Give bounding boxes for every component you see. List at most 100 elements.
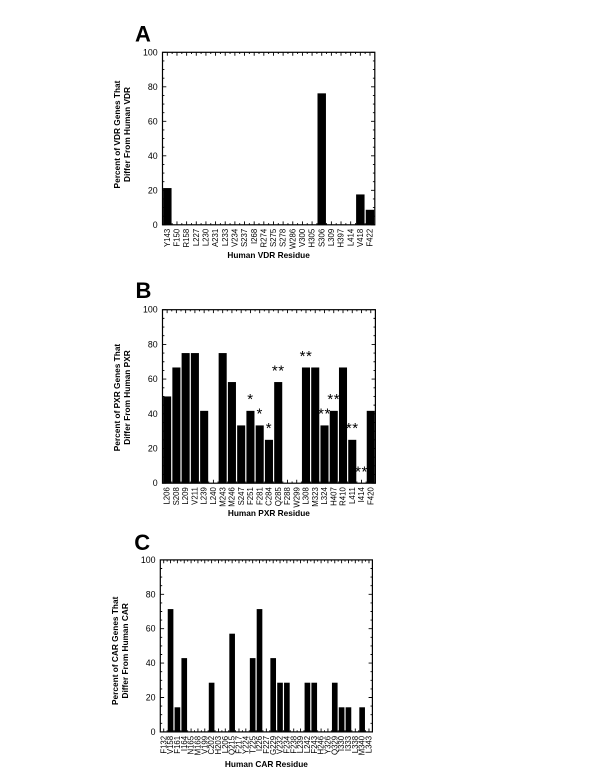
svg-text:I268: I268 (250, 229, 259, 244)
svg-text:60: 60 (148, 116, 158, 126)
svg-text:M246: M246 (228, 487, 237, 507)
svg-text:100: 100 (143, 305, 158, 315)
svg-text:V199: V199 (200, 736, 209, 754)
svg-text:H203: H203 (214, 736, 223, 755)
svg-text:F420: F420 (366, 487, 375, 505)
svg-text:F161: F161 (173, 736, 182, 754)
svg-text:I164: I164 (180, 735, 189, 751)
svg-text:C284: C284 (265, 487, 274, 506)
svg-text:*: * (257, 406, 263, 423)
svg-text:R158: R158 (182, 229, 191, 248)
svg-text:**: ** (327, 391, 340, 408)
svg-text:Y326: Y326 (324, 736, 333, 754)
svg-text:100: 100 (141, 555, 156, 565)
svg-text:Human VDR Residue: Human VDR Residue (227, 250, 310, 260)
svg-text:0: 0 (153, 478, 158, 488)
svg-text:M340: M340 (358, 735, 367, 755)
svg-text:20: 20 (148, 444, 158, 454)
svg-text:*: * (266, 420, 272, 437)
svg-text:F281: F281 (255, 487, 264, 505)
svg-text:Y143: Y143 (163, 229, 172, 247)
svg-text:Q215: Q215 (228, 735, 237, 755)
svg-text:Y224: Y224 (241, 735, 250, 754)
svg-text:L239: L239 (200, 487, 209, 504)
svg-text:Percent of VDR Genes That: Percent of VDR Genes That (112, 80, 122, 188)
svg-text:L209: L209 (181, 487, 190, 504)
svg-text:80: 80 (148, 82, 158, 92)
svg-text:Q285: Q285 (274, 487, 283, 507)
svg-text:V300: V300 (298, 228, 307, 247)
svg-text:S208: S208 (172, 487, 181, 505)
svg-text:A: A (135, 22, 151, 47)
svg-text:R274: R274 (259, 228, 268, 247)
svg-text:M243: M243 (218, 487, 227, 507)
svg-text:L338: L338 (351, 736, 360, 753)
svg-text:S306: S306 (317, 229, 326, 247)
svg-text:H305: H305 (308, 228, 317, 247)
svg-text:A231: A231 (211, 229, 220, 247)
svg-text:F150: F150 (173, 228, 182, 246)
svg-text:F288: F288 (283, 487, 292, 505)
svg-text:Percent of CAR Genes That: Percent of CAR Genes That (110, 596, 120, 705)
svg-text:L227: L227 (192, 229, 201, 246)
svg-text:L233: L233 (221, 229, 230, 246)
svg-text:B: B (136, 278, 152, 303)
svg-text:V211: V211 (190, 487, 199, 505)
svg-text:80: 80 (146, 589, 156, 599)
svg-text:G229: G229 (269, 736, 278, 755)
svg-text:R410: R410 (339, 487, 348, 506)
svg-text:L240: L240 (209, 487, 218, 505)
svg-text:I333: I333 (344, 736, 353, 751)
svg-text:V234: V234 (230, 228, 239, 247)
svg-text:F234: F234 (282, 735, 291, 753)
svg-text:L414: L414 (346, 228, 355, 246)
svg-text:I226: I226 (255, 736, 264, 751)
svg-text:20: 20 (148, 185, 158, 195)
svg-text:F422: F422 (366, 229, 375, 247)
svg-text:L324: L324 (320, 487, 329, 505)
svg-text:80: 80 (148, 339, 158, 349)
svg-text:Differ From Human VDR: Differ From Human VDR (122, 87, 132, 182)
svg-text:V418: V418 (356, 229, 365, 247)
svg-text:40: 40 (148, 151, 158, 161)
svg-text:S275: S275 (269, 228, 278, 247)
svg-text:I330: I330 (337, 735, 346, 751)
svg-text:Human CAR Residue: Human CAR Residue (225, 759, 308, 769)
svg-text:H397: H397 (337, 229, 346, 248)
svg-text:M323: M323 (311, 487, 320, 507)
svg-text:N165: N165 (187, 735, 196, 754)
svg-text:M168: M168 (194, 736, 203, 756)
svg-text:**: ** (346, 420, 359, 437)
svg-text:20: 20 (146, 693, 156, 703)
svg-text:Differ From Human CAR: Differ From Human CAR (120, 603, 130, 698)
svg-text:L242: L242 (303, 736, 312, 753)
svg-text:100: 100 (143, 47, 158, 57)
svg-text:S278: S278 (279, 229, 288, 247)
svg-text:F251: F251 (246, 487, 255, 505)
svg-text:V232: V232 (276, 736, 285, 754)
svg-text:0: 0 (151, 727, 156, 737)
svg-text:L308: L308 (302, 487, 311, 504)
svg-text:*: * (247, 391, 253, 408)
svg-text:**: ** (355, 464, 368, 481)
svg-text:L343: L343 (365, 736, 374, 753)
svg-text:40: 40 (148, 409, 158, 419)
svg-text:F243: F243 (310, 736, 319, 754)
svg-text:60: 60 (148, 374, 158, 384)
svg-text:**: ** (300, 348, 313, 365)
svg-text:F227: F227 (262, 736, 271, 754)
svg-text:F132: F132 (159, 736, 168, 754)
svg-text:I414: I414 (357, 487, 366, 503)
svg-text:W286: W286 (288, 229, 297, 249)
svg-text:C: C (134, 530, 150, 555)
svg-text:T225: T225 (248, 735, 257, 753)
svg-text:V158: V158 (166, 736, 175, 754)
svg-text:L206: L206 (163, 487, 172, 504)
svg-text:S247: S247 (237, 487, 246, 505)
svg-text:Human PXR Residue: Human PXR Residue (228, 508, 310, 518)
svg-text:**: ** (272, 362, 285, 379)
svg-text:F238: F238 (289, 736, 298, 754)
svg-text:**: ** (318, 406, 331, 423)
svg-text:Differ From Human PXR: Differ From Human PXR (122, 350, 132, 445)
svg-text:S237: S237 (240, 229, 249, 247)
